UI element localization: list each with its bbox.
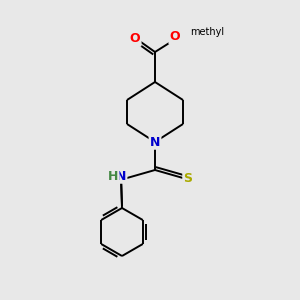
Text: O: O — [170, 31, 180, 44]
Text: N: N — [116, 169, 126, 182]
Text: O: O — [130, 32, 140, 46]
Text: S: S — [184, 172, 193, 184]
Text: N: N — [150, 136, 160, 148]
Text: methyl: methyl — [190, 27, 224, 37]
Text: H: H — [108, 169, 118, 182]
